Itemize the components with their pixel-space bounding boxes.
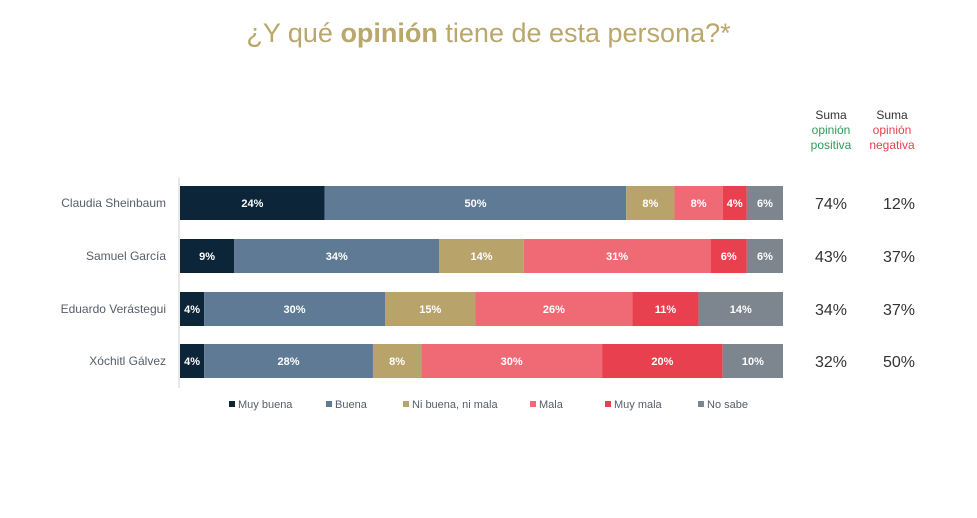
bar-value-label: 30% — [501, 356, 523, 368]
bar-value-label: 10% — [742, 356, 764, 368]
negative-sum-title: opinión negativa — [869, 123, 915, 152]
bar-value-label: 20% — [651, 356, 673, 368]
bar-segment — [180, 292, 205, 326]
positive-sum-value: 74% — [815, 196, 847, 213]
category-label: Eduardo Verástegui — [61, 302, 166, 316]
negative-sum-value: 37% — [883, 249, 915, 266]
chart-title: ¿Y qué opinión tiene de esta persona?* — [0, 18, 977, 49]
bar-value-label: 15% — [419, 304, 441, 316]
bar-segment — [632, 292, 699, 326]
legend-swatch — [326, 401, 332, 407]
bar-segment — [602, 344, 723, 378]
bar-value-label: 4% — [184, 356, 200, 368]
bar-segment — [180, 344, 205, 378]
category-label: Samuel García — [86, 249, 166, 263]
bar-segment — [746, 239, 783, 273]
legend-label: No sabe — [707, 399, 748, 411]
bar-segment — [722, 186, 747, 220]
bar-segment — [626, 186, 675, 220]
legend-swatch — [605, 401, 611, 407]
bar-value-label: 4% — [727, 198, 743, 210]
title-emphasis: opinión — [340, 18, 438, 48]
bar-segment — [180, 239, 235, 273]
title-suffix: tiene de esta persona?* — [437, 18, 731, 48]
bar-segment — [234, 239, 440, 273]
positive-sum-label: Suma — [815, 108, 847, 122]
positive-sum-header: Suma opinión positiva — [796, 108, 866, 153]
bar-value-label: 6% — [757, 251, 773, 263]
positive-sum-value: 43% — [815, 249, 847, 266]
bar-segment — [710, 239, 747, 273]
bar-value-label: 26% — [543, 304, 565, 316]
bar-segment — [324, 186, 627, 220]
bar-segment — [698, 292, 783, 326]
category-label: Xóchitl Gálvez — [89, 354, 166, 368]
bar-value-label: 11% — [655, 304, 677, 316]
bar-value-label: 30% — [284, 304, 306, 316]
legend-label: Muy buena — [238, 399, 293, 411]
positive-sum-value: 34% — [815, 302, 847, 319]
legend-label: Mala — [539, 399, 564, 411]
negative-sum-header: Suma opinión negativa — [857, 108, 927, 153]
bar-segment — [204, 344, 373, 378]
bar-segment — [746, 186, 783, 220]
positive-sum-value: 32% — [815, 354, 847, 371]
legend-label: Ni buena, ni mala — [412, 399, 498, 411]
bar-value-label: 28% — [278, 356, 300, 368]
legend-swatch — [698, 401, 704, 407]
negative-sum-value: 50% — [883, 354, 915, 371]
legend-swatch — [229, 401, 235, 407]
bar-segment — [204, 292, 386, 326]
bar-value-label: 6% — [721, 251, 737, 263]
bar-value-label: 8% — [642, 198, 658, 210]
bar-value-label: 14% — [470, 251, 492, 263]
bar-value-label: 6% — [757, 198, 773, 210]
negative-sum-label: Suma — [876, 108, 908, 122]
bar-segment — [722, 344, 783, 378]
bar-segment — [180, 186, 325, 220]
positive-sum-title: opinión positiva — [810, 123, 852, 152]
bar-segment — [439, 239, 524, 273]
bar-value-label: 8% — [691, 198, 707, 210]
bar-value-label: 34% — [326, 251, 348, 263]
bar-value-label: 4% — [184, 304, 200, 316]
legend-label: Buena — [335, 399, 368, 411]
legend-swatch — [530, 401, 536, 407]
title-prefix: ¿Y qué — [246, 18, 341, 48]
bar-segment — [674, 186, 723, 220]
category-label: Claudia Sheinbaum — [61, 196, 166, 210]
bar-value-label: 31% — [606, 251, 628, 263]
bar-value-label: 24% — [241, 198, 263, 210]
legend-swatch — [403, 401, 409, 407]
bar-value-label: 9% — [199, 251, 215, 263]
legend-label: Muy mala — [614, 399, 663, 411]
bar-segment — [523, 239, 711, 273]
bar-segment — [372, 344, 422, 378]
negative-sum-value: 12% — [883, 196, 915, 213]
bar-value-label: 8% — [389, 356, 405, 368]
bar-value-label: 14% — [730, 304, 752, 316]
bar-segment — [385, 292, 476, 326]
negative-sum-value: 37% — [883, 302, 915, 319]
bar-segment — [475, 292, 633, 326]
bar-value-label: 50% — [464, 198, 486, 210]
bar-segment — [421, 344, 603, 378]
